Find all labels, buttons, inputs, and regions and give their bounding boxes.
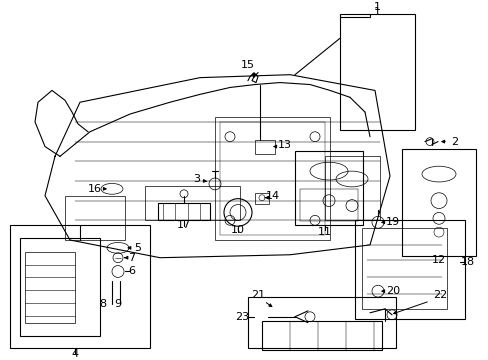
Text: 4: 4	[71, 349, 79, 359]
Text: 9: 9	[114, 299, 122, 309]
Bar	[254, 140, 274, 154]
Bar	[220, 122, 325, 235]
Text: 23: 23	[234, 312, 248, 322]
Bar	[339, 14, 414, 130]
Bar	[262, 321, 381, 350]
Text: 1: 1	[373, 7, 380, 17]
Text: 21: 21	[250, 290, 264, 300]
Bar	[325, 156, 379, 220]
Bar	[401, 149, 475, 256]
Text: 5: 5	[134, 243, 141, 253]
Text: 18: 18	[460, 257, 474, 267]
Text: 22: 22	[432, 290, 446, 300]
Text: 20: 20	[385, 286, 399, 296]
Text: 2: 2	[450, 136, 458, 147]
Bar	[247, 297, 395, 348]
Bar	[294, 152, 362, 225]
Text: 12: 12	[431, 255, 445, 265]
Text: 16: 16	[88, 184, 102, 194]
Text: 17: 17	[177, 220, 191, 230]
Text: 10: 10	[230, 225, 244, 235]
Text: 11: 11	[317, 227, 331, 237]
Bar	[354, 220, 464, 319]
Bar	[145, 186, 240, 220]
Bar	[20, 238, 100, 337]
Bar	[361, 228, 446, 309]
Text: 3: 3	[193, 174, 200, 184]
Bar	[10, 225, 150, 348]
Text: 1: 1	[373, 2, 380, 12]
Bar	[254, 193, 268, 204]
Text: 14: 14	[265, 191, 280, 201]
Bar	[215, 117, 329, 240]
Bar	[299, 189, 357, 221]
Bar	[158, 203, 209, 220]
Text: 19: 19	[385, 217, 399, 227]
Text: 8: 8	[99, 299, 106, 309]
Text: 6: 6	[128, 266, 135, 276]
Text: 13: 13	[278, 140, 291, 149]
Text: 15: 15	[241, 60, 254, 70]
Bar	[25, 252, 75, 323]
Bar	[65, 196, 125, 240]
Text: 7: 7	[128, 253, 135, 263]
